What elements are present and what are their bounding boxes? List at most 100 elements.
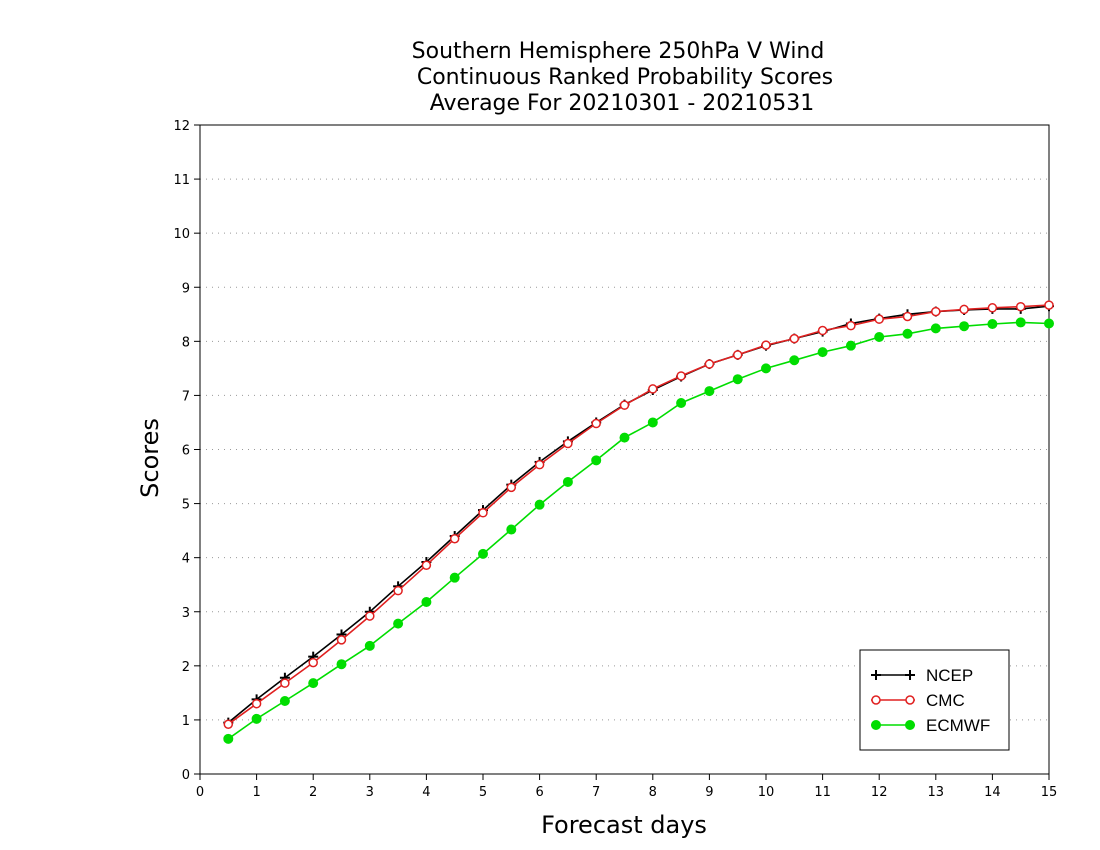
- legend-item-cmc: CMC: [871, 691, 965, 710]
- data-point-ecmwf: [761, 363, 771, 374]
- y-axis-title: Scores: [136, 418, 164, 498]
- data-point-cmc: [449, 533, 460, 544]
- data-point-ecmwf: [1015, 317, 1026, 328]
- legend-marker-ncep: [871, 670, 881, 680]
- data-point-cmc: [1015, 301, 1026, 312]
- data-point-ecmwf: [619, 432, 630, 443]
- data-point-ecmwf: [902, 328, 913, 339]
- data-point-cmc: [1044, 300, 1054, 310]
- data-point-cmc: [619, 400, 630, 410]
- legend-label-cmc: CMC: [926, 691, 965, 710]
- data-point-cmc: [478, 508, 488, 518]
- x-tick-label: 0: [196, 785, 204, 800]
- x-axis: 0 1 2 3 4 5 6 7 8 9 10 11 12 13 14 15: [196, 774, 1057, 800]
- x-tick-label: 8: [649, 785, 657, 800]
- y-tick-label: 11: [173, 173, 190, 188]
- data-point-cmc: [223, 719, 234, 729]
- data-point-ecmwf: [364, 640, 375, 651]
- data-point-cmc: [874, 314, 884, 324]
- y-tick-label: 9: [182, 281, 190, 296]
- series-ecmwf: [223, 317, 1054, 744]
- data-point-ecmwf: [534, 499, 545, 510]
- data-point-cmc: [704, 359, 715, 369]
- y-tick-label: 1: [182, 714, 190, 729]
- legend-marker-ncep: [905, 670, 915, 680]
- data-point-cmc: [280, 678, 290, 688]
- data-point-ecmwf: [789, 355, 800, 366]
- data-point-cmc: [365, 611, 375, 621]
- x-tick-label: 6: [535, 785, 543, 800]
- data-point-ecmwf: [251, 713, 262, 724]
- legend-marker-cmc: [905, 695, 915, 705]
- data-point-ecmwf: [591, 455, 602, 466]
- data-point-ecmwf: [308, 678, 319, 689]
- data-point-cmc: [648, 384, 658, 394]
- x-tick-label: 2: [309, 785, 317, 800]
- x-tick-label: 7: [592, 785, 600, 800]
- y-tick-label: 8: [182, 335, 190, 350]
- chart-title-line-1: Southern Hemisphere 250hPa V Wind: [412, 39, 825, 64]
- data-point-ecmwf: [421, 597, 432, 608]
- data-point-cmc: [732, 350, 743, 360]
- data-point-cmc: [959, 304, 969, 315]
- x-tick-label: 13: [928, 785, 945, 800]
- data-point-ecmwf: [704, 386, 715, 397]
- data-point-cmc: [902, 311, 913, 322]
- data-point-cmc: [506, 482, 517, 493]
- data-point-ecmwf: [223, 733, 234, 744]
- x-tick-label: 14: [984, 785, 1001, 800]
- data-point-cmc: [846, 320, 856, 331]
- x-tick-label: 4: [422, 785, 430, 800]
- data-point-ecmwf: [449, 572, 460, 583]
- x-tick-label: 10: [758, 785, 775, 800]
- series-cmc: [223, 300, 1054, 729]
- y-tick-label: 10: [173, 227, 190, 242]
- legend-label-ecmwf: ECMWF: [926, 716, 990, 735]
- legend-item-ecmwf: ECMWF: [871, 716, 990, 735]
- data-point-cmc: [534, 459, 545, 470]
- y-tick-label: 2: [182, 660, 190, 675]
- legend-marker-ecmwf: [905, 720, 915, 730]
- data-point-cmc: [393, 585, 403, 596]
- data-point-ecmwf: [874, 332, 885, 343]
- chart-title-line-2: Continuous Ranked Probability Scores: [417, 65, 833, 90]
- y-tick-label: 6: [182, 444, 190, 459]
- x-tick-label: 9: [705, 785, 713, 800]
- data-point-cmc: [421, 560, 432, 570]
- data-point-ecmwf: [393, 618, 404, 629]
- data-point-ecmwf: [336, 659, 347, 670]
- x-tick-label: 12: [871, 785, 888, 800]
- data-point-ecmwf: [817, 347, 828, 358]
- chart-title: Southern Hemisphere 250hPa V Wind Contin…: [412, 39, 834, 116]
- chart-title-line-3: Average For 20210301 - 20210531: [430, 91, 815, 116]
- data-point-cmc: [987, 303, 998, 313]
- data-point-cmc: [336, 635, 347, 645]
- data-point-cmc: [563, 438, 573, 449]
- x-axis-title: Forecast days: [541, 811, 707, 839]
- y-tick-label: 0: [182, 768, 190, 783]
- data-point-cmc: [251, 698, 262, 709]
- legend-item-ncep: NCEP: [871, 666, 973, 685]
- y-tick-label: 7: [182, 389, 190, 404]
- data-point-ecmwf: [987, 319, 998, 330]
- x-tick-label: 1: [252, 785, 260, 800]
- legend: NCEP CMC ECMWF: [859, 649, 1010, 751]
- legend-label-ncep: NCEP: [926, 666, 973, 685]
- legend-marker-ecmwf: [871, 720, 881, 730]
- data-point-cmc: [789, 333, 800, 344]
- data-point-cmc: [591, 418, 601, 429]
- data-point-cmc: [308, 657, 318, 668]
- data-point-ecmwf: [732, 374, 743, 385]
- data-point-ecmwf: [478, 548, 488, 559]
- series-layer: [223, 300, 1054, 744]
- data-point-cmc: [931, 306, 941, 317]
- series-line-cmc: [227, 304, 1050, 725]
- y-tick-label: 12: [173, 119, 190, 134]
- y-tick-label: 3: [182, 606, 190, 621]
- legend-marker-cmc: [871, 695, 881, 705]
- data-point-ecmwf: [959, 321, 970, 332]
- x-tick-label: 5: [479, 785, 487, 800]
- data-point-ecmwf: [562, 476, 573, 487]
- data-point-ecmwf: [647, 417, 658, 428]
